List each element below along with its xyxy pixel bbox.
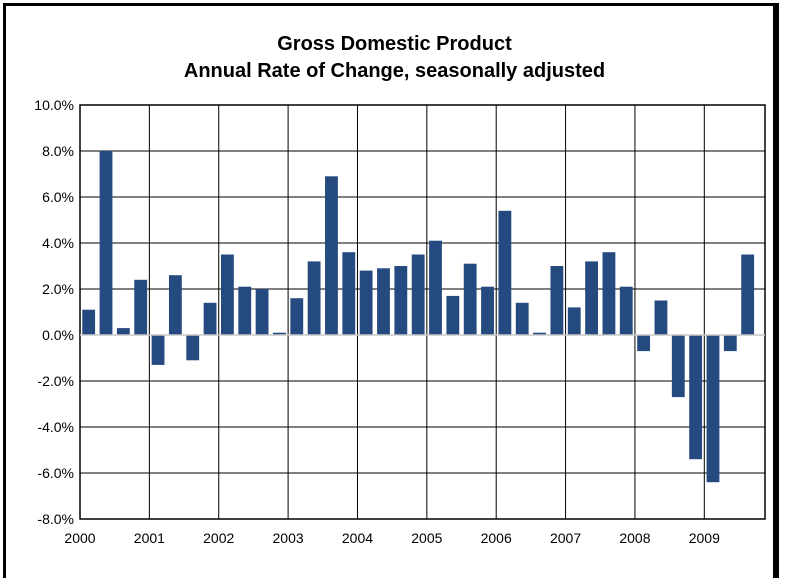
bar [585, 261, 598, 335]
plot-border [79, 104, 766, 520]
bar [186, 335, 200, 361]
bar [82, 309, 96, 335]
bar [567, 307, 581, 335]
bar [671, 335, 685, 398]
chart-frame [3, 3, 779, 578]
bar [741, 254, 755, 335]
bar [550, 266, 564, 335]
bar [637, 335, 651, 352]
bar [325, 176, 338, 335]
bar [689, 335, 703, 460]
bar [429, 240, 442, 335]
bar [203, 302, 217, 335]
bar [99, 151, 113, 335]
y-tick-label: 10.0% [34, 97, 74, 113]
x-tick-label: 2001 [134, 530, 165, 546]
bar [446, 295, 460, 335]
bar [273, 332, 286, 335]
chart-subtitle: Annual Rate of Change, seasonally adjust… [183, 60, 606, 82]
bar [706, 335, 720, 483]
bar [238, 286, 252, 335]
bar [220, 254, 234, 335]
bar [411, 254, 425, 335]
bar [498, 210, 512, 335]
x-tick-label: 2000 [64, 530, 95, 546]
bar [463, 263, 477, 335]
bar [394, 266, 408, 335]
x-tick-label: 2008 [619, 530, 650, 546]
y-tick-label: 6.0% [42, 189, 74, 205]
x-tick-label: 2002 [203, 530, 234, 546]
y-tick-label: 4.0% [42, 235, 74, 251]
bar [533, 332, 546, 335]
bar [342, 252, 356, 335]
y-tick-label: 0.0% [42, 327, 74, 343]
bar [134, 279, 148, 335]
bar [255, 289, 269, 335]
bar [377, 268, 390, 335]
x-tick-label: 2004 [342, 530, 373, 546]
bar [619, 286, 633, 335]
y-tick-label: -4.0% [37, 419, 74, 435]
x-tick-label: 2006 [481, 530, 512, 546]
y-tick-label: 2.0% [42, 281, 74, 297]
x-tick-label: 2003 [273, 530, 304, 546]
bar [481, 286, 494, 335]
bar [290, 298, 304, 335]
bar [654, 300, 668, 335]
x-tick-label: 2009 [689, 530, 720, 546]
x-tick-label: 2007 [550, 530, 581, 546]
chart-title: Gross Domestic Product [277, 33, 512, 55]
bar [151, 335, 165, 365]
bar [116, 328, 130, 335]
bar [602, 252, 616, 335]
bar [307, 261, 321, 335]
x-tick-label: 2005 [411, 530, 442, 546]
bar [723, 335, 737, 352]
y-tick-label: -8.0% [37, 511, 74, 527]
bar [168, 275, 182, 335]
y-tick-label: -2.0% [37, 373, 74, 389]
y-tick-label: -6.0% [37, 465, 74, 481]
y-tick-label: 8.0% [42, 143, 74, 159]
bar [359, 270, 373, 335]
bar [515, 302, 529, 335]
